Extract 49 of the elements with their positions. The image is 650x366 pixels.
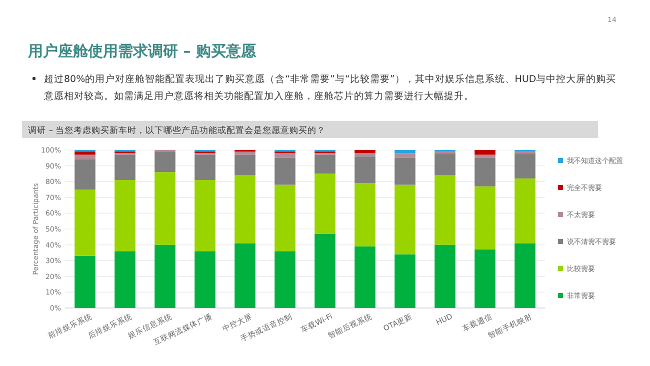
bar (394, 158, 416, 185)
text: 超过80%的用户对座舱智能配置表现出了购买意愿（含“非常需要”与“比较需要”），其中对娱乐信息系统、HUD与中控大屏的购买意愿相对较高。如需满足用户意愿将相关功能配置加入座舱，座舱芯片的算力需要进行大幅提升。 (43, 73, 616, 102)
bar (74, 256, 96, 308)
bar (474, 154, 496, 158)
bar (234, 152, 256, 155)
bar (314, 234, 336, 308)
bar (514, 243, 536, 308)
bar (74, 190, 96, 256)
bar (474, 186, 496, 250)
bar (274, 158, 296, 185)
bar (154, 244, 176, 308)
bar (354, 246, 376, 308)
bar (234, 154, 256, 176)
bar (74, 159, 96, 190)
bar (114, 180, 136, 252)
chart-subtitle: 调研 – 当您考虑购买新车时，以下哪些产品功能或配置会是您愿意购买的？ (28, 125, 326, 136)
bar (354, 150, 376, 154)
bar (154, 172, 176, 245)
bar (434, 244, 456, 308)
bar (274, 153, 296, 158)
bar (154, 152, 176, 172)
bar (514, 153, 536, 178)
bar (434, 175, 456, 245)
bar (354, 156, 376, 184)
bar (474, 158, 496, 186)
bar (274, 251, 296, 308)
bar (514, 178, 536, 244)
bar (194, 180, 216, 252)
bar (394, 184, 416, 254)
bar (394, 150, 416, 154)
bar (394, 153, 416, 158)
bar (74, 152, 96, 155)
chart-title: 用户座舱使用需求调研 – 购买意愿 (27, 42, 257, 60)
bar (354, 183, 376, 246)
bar (114, 154, 136, 180)
bar (194, 251, 216, 308)
bar (274, 184, 296, 252)
bar (194, 154, 216, 180)
bar (474, 150, 496, 155)
bar (114, 251, 136, 308)
bar (234, 175, 256, 244)
bar (394, 254, 416, 308)
bar (234, 243, 256, 308)
bar (314, 154, 336, 174)
bar (354, 153, 376, 156)
bar (74, 154, 96, 160)
bar (474, 250, 496, 308)
bar (314, 174, 336, 234)
bar (434, 153, 456, 176)
